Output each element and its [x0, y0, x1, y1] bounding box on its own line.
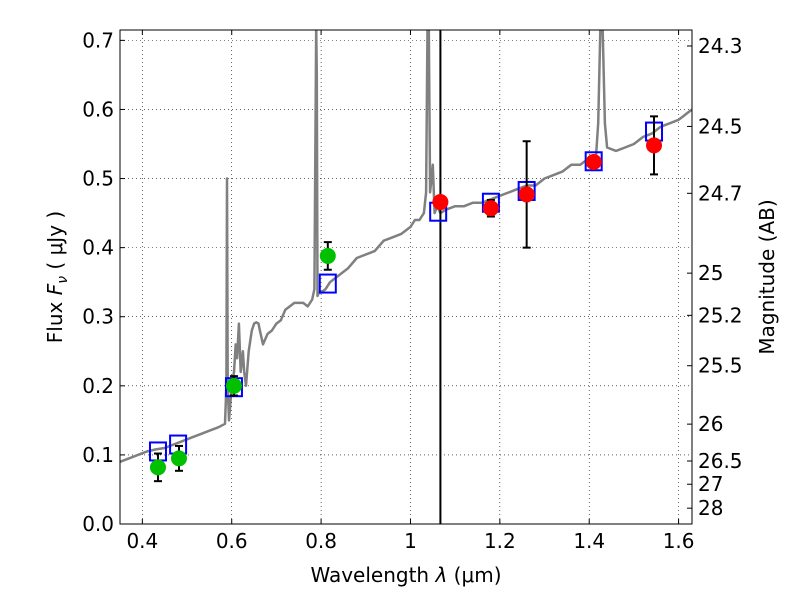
y-tick-label: 0.4	[82, 236, 114, 260]
x-tick-label: 1.4	[573, 529, 605, 553]
near-ir-data-point	[585, 153, 602, 170]
y-tick-label: 0.7	[82, 28, 114, 52]
y-tick-label: 0.6	[82, 97, 114, 121]
mag-tick-label: 24.5	[698, 114, 743, 138]
optical-data-point	[170, 450, 187, 467]
x-tick-label: 1.6	[663, 529, 695, 553]
mag-tick-label: 25.5	[698, 354, 743, 378]
y-tick-label: 0.5	[82, 167, 114, 191]
optical-data-point	[225, 377, 242, 394]
x-tick-label: 0.6	[216, 529, 248, 553]
near-ir-data-point	[518, 186, 535, 203]
near-ir-data-point	[432, 194, 449, 211]
grid-lines	[120, 30, 692, 525]
x-tick-label: 0.8	[305, 529, 337, 553]
y2-axis-label: Magnitude (AB)	[755, 199, 779, 354]
tick-labels-layer: 0.4 0.6 0.8 1 1.2 1.4 1.6 0.0 0.1 0.2 0.3 0.4 0.5 0.6…	[82, 28, 742, 553]
x-axis-label: Wavelength λ (μm)	[310, 563, 501, 587]
y-tick-label: 0.0	[82, 512, 114, 536]
mag-tick-label: 24.7	[698, 181, 743, 205]
near-ir-data-point	[646, 137, 663, 154]
mag-tick-label: 27	[698, 472, 723, 496]
spectrum-layer	[120, 30, 692, 463]
synthetic-photometry-square	[584, 151, 603, 172]
mag-tick-label: 26	[698, 412, 723, 436]
synthetic-photometry-square	[318, 273, 337, 294]
y-tick-label: 0.2	[82, 374, 114, 398]
x-tick-label: 1	[404, 529, 417, 553]
plot-frame	[119, 29, 693, 525]
mag-tick-label: 28	[698, 496, 723, 520]
y-axis-label: Flux Fν ( μJy )	[43, 211, 71, 343]
optical-data-point	[149, 459, 166, 476]
ticks-layer	[120, 30, 692, 525]
mag-tick-label: 25	[698, 261, 723, 285]
near-ir-data-point	[482, 200, 499, 217]
spectrum-line	[120, 30, 692, 463]
mag-tick-label: 24.3	[698, 34, 743, 58]
x-tick-label: 0.4	[126, 529, 158, 553]
y-tick-label: 0.1	[82, 443, 114, 467]
y-tick-label: 0.3	[82, 305, 114, 329]
markers-layer	[148, 115, 664, 483]
optical-data-point	[319, 247, 336, 264]
mag-tick-label: 25.2	[698, 303, 743, 327]
x-tick-label: 1.2	[484, 529, 516, 553]
mag-tick-label: 26.5	[698, 449, 743, 473]
